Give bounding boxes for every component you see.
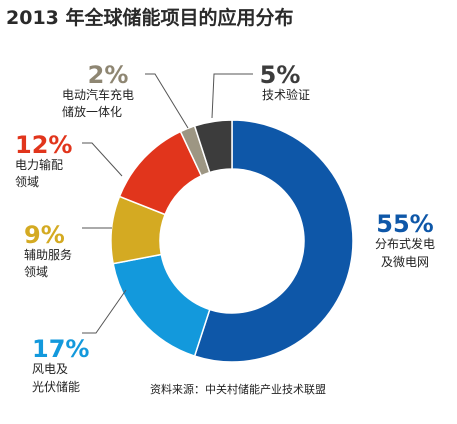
chart-title: 2013 年全球储能项目的应用分布 [6, 6, 294, 29]
slice-dist [193, 119, 354, 363]
slice-label-aux: 辅助服务 [24, 247, 72, 262]
slice-wind [112, 253, 211, 358]
slice-labels: 55%分布式发电及微电网17%风电及光伏储能9%辅助服务领域12%电力输配领域2… [15, 61, 435, 394]
slice-label-wind: 风电及 [32, 362, 68, 376]
slice-label-aux: 领域 [24, 265, 48, 279]
leader-line-wind [82, 289, 127, 334]
slice-pct-power: 12% [15, 131, 72, 159]
slice-tech [193, 119, 233, 174]
donut-slices [110, 119, 354, 363]
slice-pct-aux: 9% [24, 221, 65, 249]
slice-label-tech: 技术验证 [262, 87, 310, 102]
slice-label-ev: 储放一体化 [62, 104, 122, 119]
slice-pct-wind: 17% [32, 335, 89, 363]
slice-pct-tech: 5% [260, 61, 301, 89]
slice-label-power: 领域 [15, 175, 39, 189]
leader-line-tech [211, 73, 253, 119]
leader-line-power [82, 142, 123, 177]
slice-label-dist: 分布式发电 [375, 236, 435, 251]
slice-pct-ev: 2% [88, 61, 129, 89]
leader-lines [82, 73, 253, 334]
slice-label-ev: 电动汽车充电 [62, 87, 134, 102]
slice-label-power: 电力输配 [15, 157, 63, 172]
slice-pct-dist: 55% [376, 210, 433, 238]
leader-line-ev [145, 73, 189, 129]
slice-label-dist: 及微电网 [381, 255, 429, 269]
source-note: 资料来源：中关村储能产业技术联盟 [150, 382, 326, 396]
slice-label-wind: 光伏储能 [32, 379, 80, 394]
